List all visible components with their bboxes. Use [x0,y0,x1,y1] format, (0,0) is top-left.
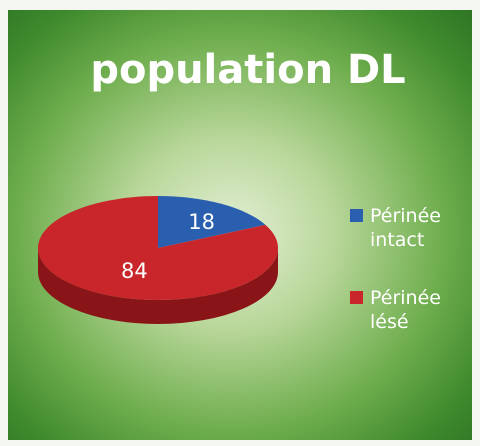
data-label: 84 [121,259,148,283]
legend-swatch [350,209,363,222]
chart-title: population DL [90,47,405,93]
legend-label: Périnée intact [370,205,441,251]
legend-swatch [350,291,363,304]
slice [158,196,266,248]
data-label: 18 [188,210,215,234]
slice [37,196,278,300]
legend-label: Périnée lésé [370,287,441,333]
slice-side [38,248,278,324]
